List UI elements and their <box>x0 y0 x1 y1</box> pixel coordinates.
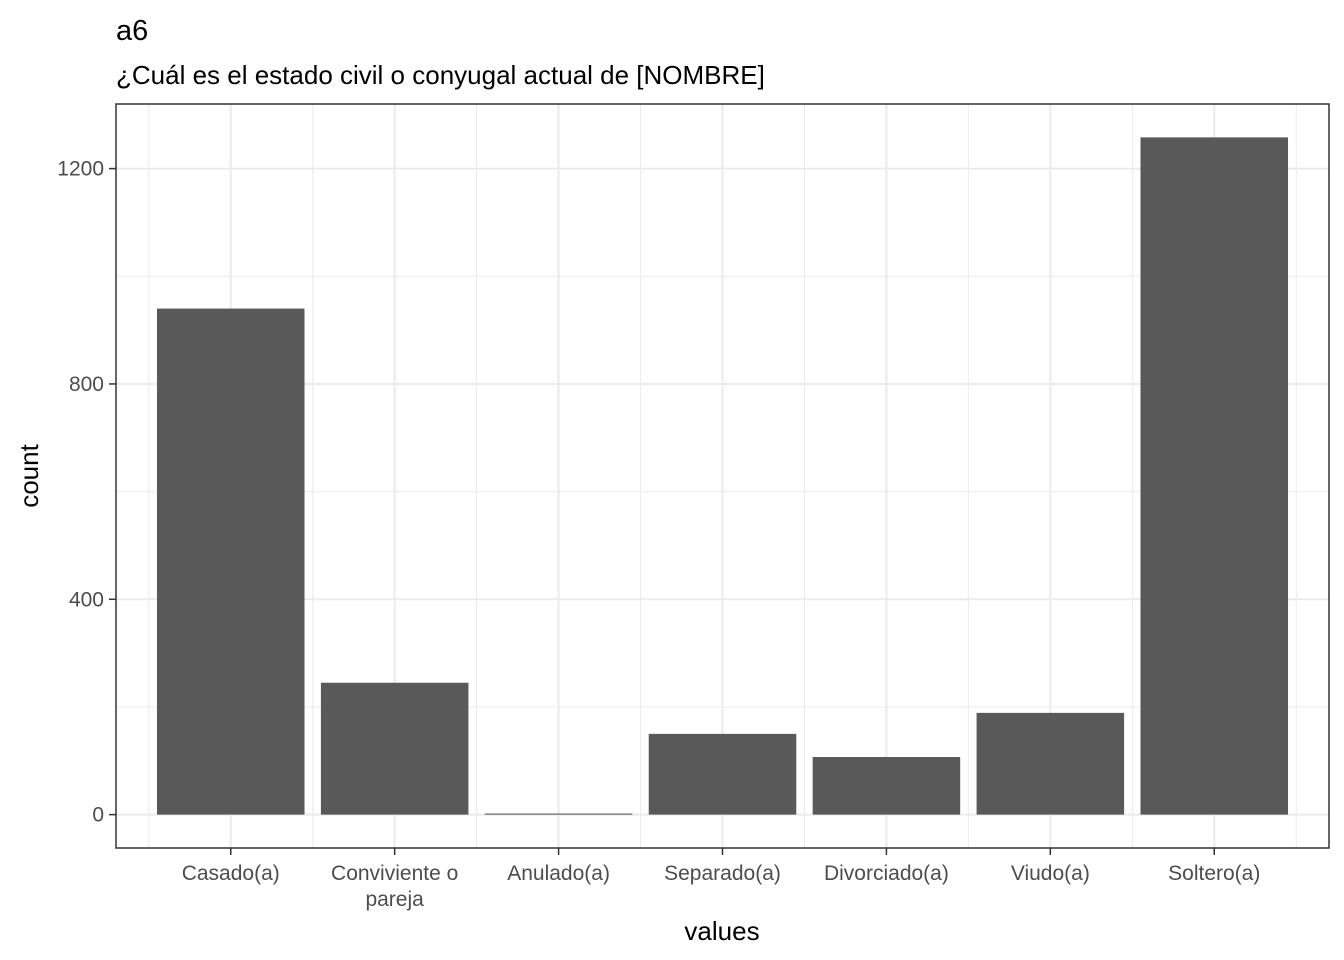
bars <box>156 137 1289 815</box>
y-tick-label: 0 <box>92 804 104 827</box>
x-tick-label: Viudo(a) <box>1011 862 1090 885</box>
bar <box>648 733 797 815</box>
bar <box>1140 137 1289 815</box>
y-axis-title: count <box>14 443 44 507</box>
chart-title: a6 <box>116 15 148 47</box>
bar <box>320 682 469 815</box>
x-tick-label: Soltero(a) <box>1168 862 1260 885</box>
bar <box>812 757 961 815</box>
x-tick-label: Anulado(a) <box>507 862 610 885</box>
bar <box>156 308 305 815</box>
x-tick-label: Divorciado(a) <box>824 862 949 885</box>
x-axis-title: values <box>684 916 759 946</box>
y-tick-label: 1200 <box>57 158 104 181</box>
bar <box>976 712 1125 815</box>
x-tick-label: Separado(a) <box>664 862 781 885</box>
y-tick-label: 800 <box>69 373 104 396</box>
bar <box>484 813 633 815</box>
y-axis: 0 400 800 1200 <box>57 158 116 827</box>
x-axis: Casado(a) Conviviente o pareja Anulado(a) Se… <box>182 848 1260 911</box>
x-tick-label: Casado(a) <box>182 862 280 885</box>
y-tick-label: 400 <box>69 588 104 611</box>
x-tick-label: Conviviente o pareja <box>331 862 458 911</box>
chart-subtitle: ¿Cuál es el estado civil o conyugal actu… <box>116 60 765 90</box>
